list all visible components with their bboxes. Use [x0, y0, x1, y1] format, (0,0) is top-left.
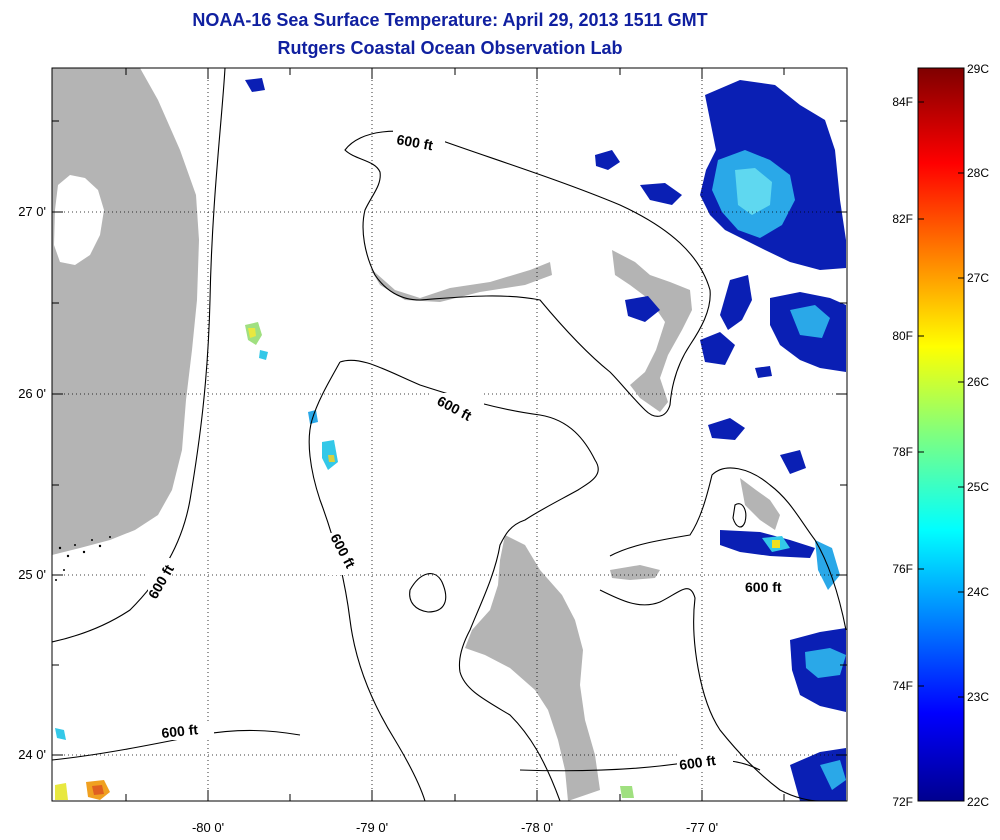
fahrenheit-label: 84F — [892, 95, 913, 109]
fahrenheit-label: 74F — [892, 679, 913, 693]
lon-tick-label: -78 0' — [521, 820, 553, 835]
celsius-label: 26C — [967, 375, 989, 389]
colorbar — [917, 67, 965, 802]
celsius-label: 23C — [967, 690, 989, 704]
contour-label: 600 ft — [745, 579, 782, 595]
celsius-label: 27C — [967, 271, 989, 285]
colorbar-fahrenheit-labels: 84F 82F 80F 78F 76F 74F 72F — [892, 95, 913, 809]
map-ticks — [52, 68, 847, 801]
colorbar-ticks — [918, 101, 964, 698]
abaco-land — [612, 250, 692, 412]
fahrenheit-label: 76F — [892, 562, 913, 576]
lat-tick-label: 27 0' — [18, 204, 46, 219]
lon-tick-label: -77 0' — [686, 820, 718, 835]
colorbar-celsius-labels: 29C 28C 27C 26C 25C 24C 23C 22C — [967, 62, 989, 809]
contour-label: 600 ft — [678, 752, 717, 773]
lon-tick-label: -80 0' — [192, 820, 224, 835]
celsius-label: 24C — [967, 585, 989, 599]
contour-label: 600 ft — [395, 131, 434, 153]
contour-label: 600 ft — [161, 721, 199, 741]
celsius-label: 28C — [967, 166, 989, 180]
map-frame — [51, 67, 848, 802]
fahrenheit-label: 80F — [892, 329, 913, 343]
florida-keys — [55, 536, 111, 581]
lat-lon-grid — [52, 68, 847, 801]
fahrenheit-label: 72F — [892, 795, 913, 809]
lat-tick-label: 24 0' — [18, 747, 46, 762]
lake-okeechobee — [54, 175, 104, 265]
fahrenheit-label: 78F — [892, 445, 913, 459]
lon-labels: -80 0' -79 0' -78 0' -77 0' — [192, 820, 718, 835]
celsius-label: 29C — [967, 62, 989, 76]
andros-land — [465, 535, 600, 801]
eleuthera-land — [740, 478, 780, 530]
fahrenheit-label: 82F — [892, 212, 913, 226]
sst-patches — [55, 78, 846, 801]
lon-tick-label: -79 0' — [356, 820, 388, 835]
contour-labels: 600 ft 600 ft 600 ft 600 ft 600 ft 600 f… — [145, 130, 796, 773]
celsius-label: 25C — [967, 480, 989, 494]
lat-labels: 27 0' 26 0' 25 0' 24 0' — [18, 204, 46, 762]
map-title: NOAA-16 Sea Surface Temperature: April 2… — [192, 10, 708, 30]
lat-tick-label: 26 0' — [18, 386, 46, 401]
map-subtitle: Rutgers Coastal Ocean Observation Lab — [277, 38, 623, 58]
florida-land — [52, 68, 199, 555]
celsius-label: 22C — [967, 795, 989, 809]
lat-tick-label: 25 0' — [18, 567, 46, 582]
grand-bahama-land — [370, 262, 552, 302]
small-island — [610, 565, 660, 580]
